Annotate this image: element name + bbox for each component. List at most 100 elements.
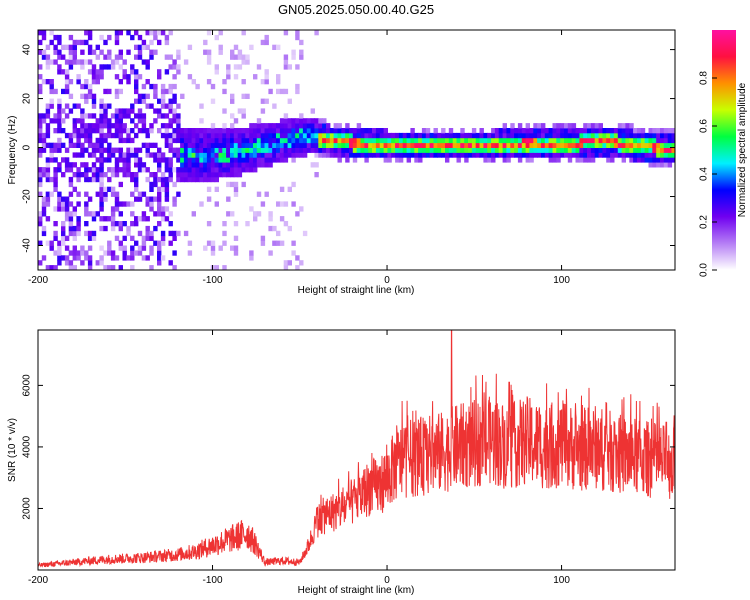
heatmap-cell [53, 44, 58, 50]
heatmap-cell [145, 79, 150, 85]
heatmap-cell [326, 128, 331, 134]
heatmap-cell [183, 147, 189, 153]
spectrogram-x-axis-label: Height of straight line (km) [298, 285, 415, 296]
heatmap-cell [210, 245, 216, 251]
heatmap-cell [41, 225, 47, 232]
heatmap-cell [575, 147, 580, 153]
heatmap-cell [149, 235, 154, 241]
heatmap-cell [268, 132, 273, 139]
heatmap-cell [237, 152, 243, 158]
heatmap-cell [118, 118, 123, 124]
heatmap-cell [95, 128, 100, 134]
heatmap-cell [45, 176, 51, 183]
heatmap-cell [157, 167, 162, 173]
heatmap-cell [49, 157, 54, 163]
heatmap-cell [594, 128, 600, 134]
heatmap-cell [64, 103, 70, 109]
heatmap-cell [107, 186, 112, 192]
heatmap-cell [126, 225, 131, 232]
heatmap-cell [76, 230, 81, 237]
heatmap-cell [533, 132, 538, 139]
heatmap-cell [84, 30, 89, 36]
heatmap-cell [583, 132, 588, 139]
heatmap-cell [468, 137, 473, 144]
heatmap-cell [126, 30, 131, 36]
heatmap-cell [567, 128, 573, 134]
heatmap-cell [137, 162, 143, 168]
heatmap-cell [87, 44, 93, 50]
heatmap-cell [118, 221, 123, 227]
colorbar-tick-label: 0.2 [699, 215, 710, 229]
heatmap-cell [372, 147, 377, 153]
heatmap-cell [379, 132, 385, 139]
heatmap-cell [295, 147, 300, 153]
heatmap-cell [433, 128, 438, 134]
heatmap-cell [206, 186, 212, 192]
heatmap-cell [633, 132, 638, 139]
heatmap-cell [233, 44, 239, 50]
heatmap-cell [110, 221, 116, 227]
heatmap-cell [660, 157, 665, 163]
heatmap-cell [260, 147, 266, 153]
heatmap-cell [153, 93, 158, 99]
heatmap-cell [61, 172, 66, 178]
heatmap-cell [210, 83, 216, 90]
heatmap-cell [291, 152, 296, 158]
heatmap-cell [141, 235, 147, 241]
heatmap-cell [491, 152, 496, 158]
heatmap-cell [172, 64, 177, 70]
heatmap-cell [652, 162, 657, 168]
heatmap-cell [168, 240, 173, 246]
heatmap-cell [272, 142, 277, 148]
heatmap-cell [233, 191, 239, 197]
heatmap-cell [621, 147, 626, 153]
heatmap-cell [84, 162, 89, 168]
heatmap-cell [57, 103, 62, 109]
heatmap-cell [249, 137, 254, 144]
heatmap-cell [134, 176, 139, 183]
heatmap-cell [199, 103, 204, 109]
heatmap-cell [418, 147, 423, 153]
heatmap-cell [157, 211, 162, 217]
heatmap-cell [256, 123, 262, 129]
heatmap-cell [349, 128, 354, 134]
heatmap-cell [660, 147, 665, 153]
heatmap-cell [95, 260, 100, 266]
heatmap-cell [425, 128, 431, 134]
heatmap-cell [329, 132, 335, 139]
heatmap-cell [322, 118, 327, 124]
heatmap-cell [629, 152, 634, 158]
heatmap-cell [203, 157, 208, 163]
heatmap-cell [172, 128, 177, 134]
heatmap-cell [468, 142, 473, 148]
heatmap-cell [276, 132, 281, 139]
heatmap-cell [287, 142, 292, 148]
heatmap-cell [183, 172, 189, 178]
heatmap-cell [402, 152, 408, 158]
heatmap-cell [157, 39, 162, 46]
heatmap-cell [494, 128, 500, 134]
heatmap-cell [552, 137, 557, 144]
heatmap-cell [218, 137, 223, 144]
heatmap-cell [176, 167, 181, 173]
heatmap-cell [529, 157, 534, 163]
heatmap-cell [268, 123, 273, 129]
heatmap-cell [279, 147, 285, 153]
heatmap-cell [594, 137, 600, 144]
heatmap-cell [410, 147, 415, 153]
heatmap-cell [91, 142, 97, 148]
heatmap-cell [164, 162, 170, 168]
heatmap-cell [276, 201, 281, 207]
heatmap-cell [391, 132, 396, 139]
heatmap-cell [406, 157, 411, 163]
heatmap-cell [256, 118, 262, 124]
heatmap-cell [134, 54, 139, 60]
heatmap-cell [456, 152, 461, 158]
heatmap-cell [64, 83, 70, 90]
heatmap-cell [160, 157, 166, 163]
heatmap-cell [583, 128, 588, 134]
heatmap-cell [114, 201, 120, 207]
heatmap-cell [302, 123, 308, 129]
heatmap-cell [291, 240, 296, 246]
heatmap-cell [126, 162, 131, 168]
